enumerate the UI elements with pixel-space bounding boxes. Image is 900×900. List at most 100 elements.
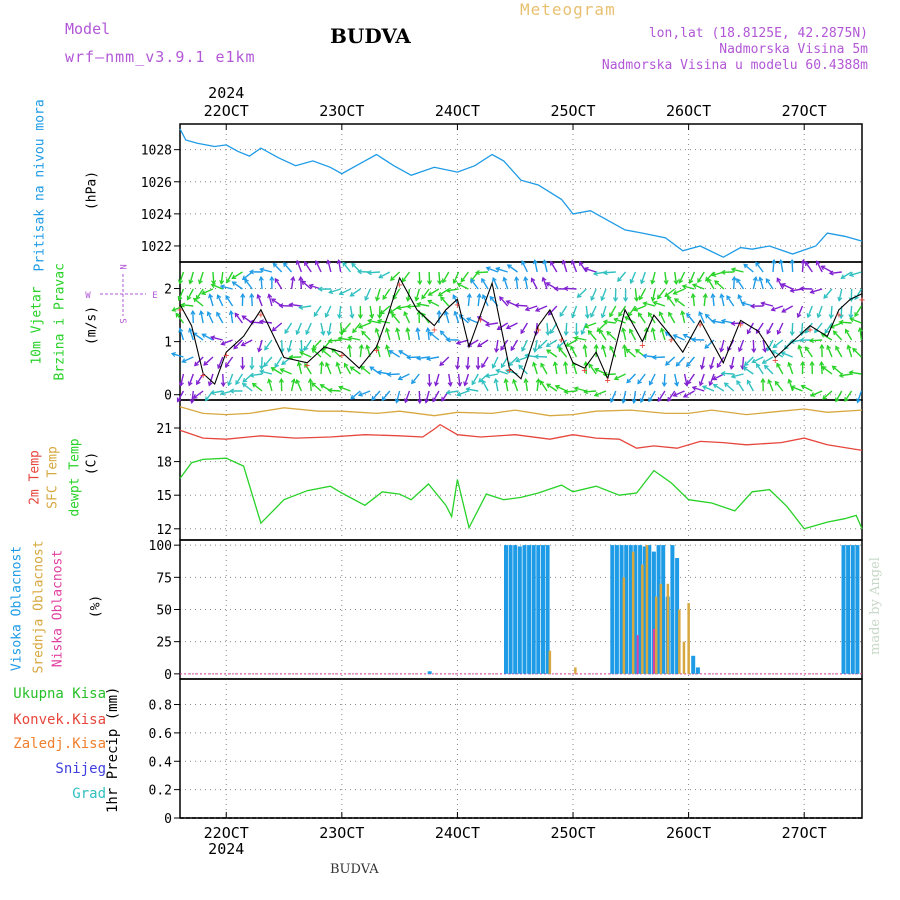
wind-arrow bbox=[601, 345, 607, 358]
meteogram-title: Meteogram bbox=[520, 0, 616, 19]
wind-arrow bbox=[231, 271, 243, 280]
wind-arrow-head bbox=[661, 382, 667, 388]
wind-arrow bbox=[382, 288, 391, 300]
wind-arrow-head bbox=[256, 293, 262, 299]
pressure-line bbox=[179, 128, 863, 258]
wind-arrow-head bbox=[652, 300, 658, 306]
wind-arrow bbox=[643, 302, 656, 307]
wind-arrow bbox=[196, 373, 204, 385]
wind-arrow bbox=[550, 261, 558, 273]
cloud-mid-bar bbox=[574, 667, 577, 674]
wind-arrow-head bbox=[736, 278, 741, 284]
wind-arrow-head bbox=[838, 319, 844, 325]
wind-arrow-head bbox=[416, 355, 422, 361]
wind-arrow bbox=[481, 278, 489, 290]
wind-arrow-head bbox=[588, 363, 594, 369]
wind-arrow bbox=[417, 303, 430, 307]
wind-arrow-head bbox=[313, 311, 319, 317]
wind-arrow-head bbox=[701, 385, 707, 390]
wind-arrow-head bbox=[296, 361, 302, 367]
wind-arrow bbox=[535, 305, 548, 312]
wind-arrow-head bbox=[755, 261, 760, 267]
wind-arrow-head bbox=[347, 335, 353, 341]
wind-arrow bbox=[304, 363, 312, 375]
wind-arrow-head bbox=[357, 391, 364, 397]
wind-arrow-head bbox=[617, 277, 622, 282]
wind-arrow-head bbox=[844, 396, 849, 402]
wind-arrow-head bbox=[304, 362, 309, 368]
wind-arrow-head bbox=[690, 292, 696, 299]
bottom-day-label: 22OCT bbox=[204, 824, 249, 842]
wind-arrow bbox=[665, 356, 676, 366]
wind-arrow-head bbox=[613, 375, 619, 381]
wind-arrow-head bbox=[573, 386, 579, 392]
cloud-mid-bar bbox=[655, 596, 658, 674]
gust-marker: + bbox=[605, 376, 611, 387]
wind-arrow-head bbox=[421, 294, 426, 300]
wind-arrow bbox=[244, 279, 253, 290]
wind-arrow bbox=[320, 322, 325, 335]
wind-arrow bbox=[841, 271, 852, 279]
wind-arrow-head bbox=[664, 360, 670, 366]
gust-marker: + bbox=[454, 300, 460, 311]
wind-arrow bbox=[271, 367, 283, 375]
wind-arrow bbox=[521, 260, 528, 273]
wind-arrow bbox=[432, 390, 440, 402]
wind-arrow-head bbox=[171, 307, 177, 312]
wind-arrow-head bbox=[425, 326, 431, 332]
wind-arrow-head bbox=[298, 304, 304, 310]
wind-arrow-head bbox=[719, 293, 725, 299]
wind-arrow bbox=[791, 259, 794, 273]
wind-arrow bbox=[371, 390, 381, 401]
wind-arrow-head bbox=[326, 330, 332, 336]
wind-arrow bbox=[823, 288, 833, 299]
wind-arrow-head bbox=[800, 258, 806, 264]
cloud-high-bar bbox=[642, 546, 647, 674]
wind-arrow-head bbox=[541, 276, 547, 282]
wind-arrow bbox=[703, 293, 707, 307]
wind-arrow bbox=[788, 379, 794, 392]
wind-arrow-head bbox=[319, 384, 325, 389]
wind-arrow bbox=[780, 260, 784, 273]
wind-arrow bbox=[446, 390, 459, 394]
gust-marker: + bbox=[772, 355, 778, 366]
wind-arrow bbox=[736, 380, 745, 392]
wind-arrow-head bbox=[680, 310, 686, 316]
wind-arrow bbox=[207, 311, 214, 324]
cloud-high-bar bbox=[638, 545, 643, 674]
wind-arrow bbox=[539, 380, 548, 392]
wind-arrow bbox=[810, 288, 823, 294]
wind-arrow bbox=[442, 271, 450, 283]
wind-arrow bbox=[752, 356, 764, 363]
wind-arrow-head bbox=[388, 350, 394, 355]
wind-arrow-head bbox=[790, 385, 796, 391]
wind-arrow-head bbox=[729, 364, 735, 370]
wind-arrow bbox=[839, 373, 852, 377]
wind-arrow-head bbox=[342, 261, 348, 267]
wind-arrow bbox=[518, 364, 528, 375]
wind-arrow-head bbox=[495, 368, 501, 374]
wind-arrow bbox=[630, 271, 637, 284]
wind-arrow bbox=[767, 379, 774, 392]
wind-arrow-head bbox=[570, 345, 575, 351]
wind-arrow bbox=[418, 390, 421, 404]
wind-arrow-head bbox=[349, 313, 355, 319]
wind-arrow-head bbox=[241, 315, 247, 321]
wind-arrow-head bbox=[439, 361, 445, 367]
wind-arrow bbox=[746, 380, 754, 392]
cloud-high-bar bbox=[536, 545, 541, 674]
wind-arrow-head bbox=[778, 259, 784, 265]
wind-arrow-head bbox=[618, 311, 623, 317]
wind-arrow-head bbox=[259, 267, 265, 273]
wind-arrow-head bbox=[494, 347, 500, 354]
wind-arrow bbox=[375, 288, 381, 301]
wind-arrow-head bbox=[520, 329, 525, 335]
wind-arrow bbox=[448, 373, 452, 386]
wind-arrow-head bbox=[452, 294, 458, 300]
wind-arrow-head bbox=[849, 317, 855, 323]
wind-arrow bbox=[241, 339, 253, 347]
wind-arrow-head bbox=[217, 364, 222, 370]
wind-arrow bbox=[242, 383, 253, 392]
wind-arrow-head bbox=[629, 328, 634, 334]
gust-marker: + bbox=[859, 295, 865, 306]
